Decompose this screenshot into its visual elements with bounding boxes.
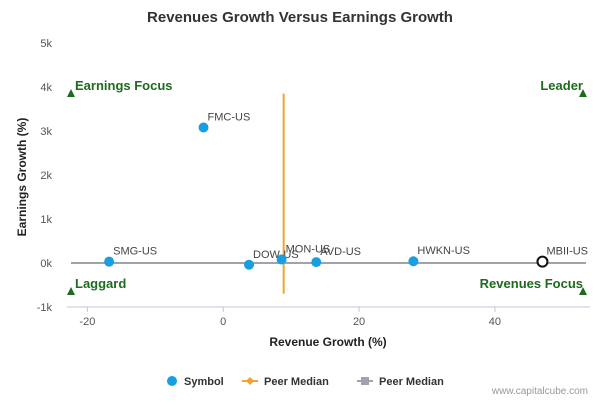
data-point-label: MON-US: [286, 243, 331, 255]
data-point-label: DOW-US: [253, 249, 299, 261]
chart-title: Revenues Growth Versus Earnings Growth: [147, 9, 453, 26]
data-point-label: MBII-US: [546, 246, 588, 258]
quadrant-label-top-left: Earnings Focus: [75, 78, 173, 93]
data-point: [408, 256, 419, 267]
data-point: [244, 259, 255, 270]
data-point-label: FMC-US: [208, 111, 251, 123]
median-lines: [71, 93, 586, 294]
data-point-highlighted: [536, 255, 549, 268]
y-axis-label: Earnings Growth (%): [15, 118, 29, 237]
x-axis-ticks: -20 0 20 40: [67, 306, 590, 328]
legend: Symbol Peer Median Peer Median: [167, 376, 444, 388]
legend-symbol-circle-icon: [167, 376, 177, 386]
y-tick-label: 5k: [40, 38, 52, 50]
y-axis-ticks: -1k 0k 1k 2k 3k 4k 5k: [37, 38, 53, 314]
data-point: [311, 257, 322, 268]
data-point: [104, 256, 115, 267]
quadrant-marker-bottom-left-icon: [67, 287, 75, 295]
data-point: [276, 254, 287, 265]
data-point-label: SMG-US: [113, 246, 157, 258]
legend-item-label: Peer Median: [264, 376, 329, 388]
x-tick-label: 40: [489, 316, 501, 328]
y-tick-label: 3k: [40, 126, 52, 138]
legend-item-label: Symbol: [184, 376, 224, 388]
x-tick-label: 20: [353, 316, 365, 328]
data-point-label: AVD-US: [320, 246, 361, 258]
x-tick-label: 0: [220, 316, 226, 328]
quadrant-labels: Earnings Focus Leader Laggard Revenues Focu…: [67, 78, 587, 295]
data-point: [198, 122, 209, 133]
credit-text: www.capitalcube.com: [491, 386, 588, 397]
y-tick-label: 4k: [40, 82, 52, 94]
y-tick-label: 1k: [40, 214, 52, 226]
y-tick-label: 2k: [40, 170, 52, 182]
legend-item-label: Peer Median: [379, 376, 444, 388]
quadrant-label-bottom-left: Laggard: [75, 276, 126, 291]
legend-square-icon: [361, 377, 369, 385]
quadrant-marker-bottom-right-icon: [579, 287, 587, 295]
quadrant-label-top-right: Leader: [540, 78, 583, 93]
y-tick-label: 0k: [40, 258, 52, 270]
quadrant-label-bottom-right: Revenues Focus: [480, 276, 583, 291]
y-tick-label: -1k: [37, 302, 53, 314]
data-point-label: HWKN-US: [417, 245, 470, 257]
legend-diamond-icon: [246, 377, 254, 385]
x-tick-label: -20: [79, 316, 95, 328]
quadrant-marker-top-left-icon: [67, 89, 75, 97]
quadrant-marker-top-right-icon: [579, 89, 587, 97]
x-axis-label: Revenue Growth (%): [269, 335, 386, 349]
